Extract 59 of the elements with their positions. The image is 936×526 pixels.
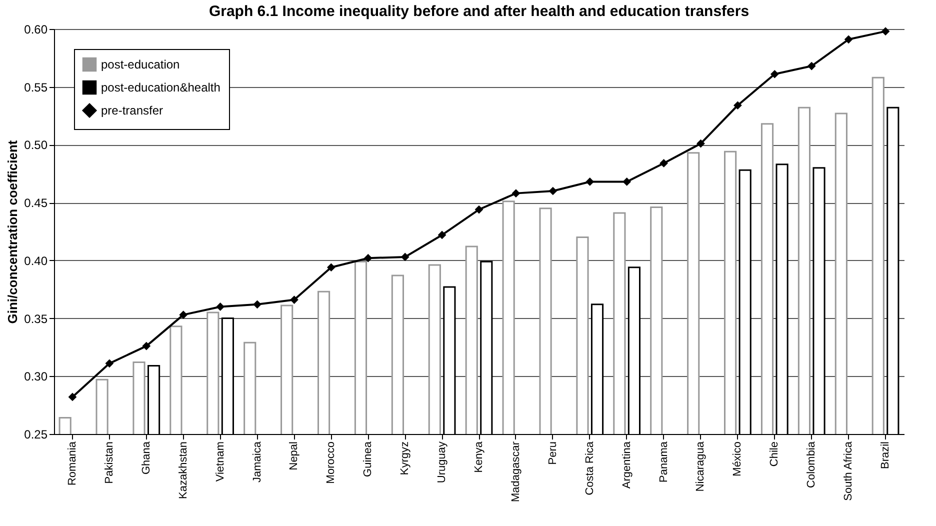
point xyxy=(696,139,705,148)
point xyxy=(105,359,114,368)
point xyxy=(400,252,410,262)
point xyxy=(512,189,520,198)
chart-title: Graph 6.1 Income inequality before and after health and education transfers xyxy=(208,3,750,20)
point xyxy=(253,300,262,309)
x-tick-label: Argentina xyxy=(620,440,633,489)
y-tick-label: 0.30 xyxy=(24,370,48,384)
point xyxy=(844,35,853,44)
y-tick-label: 0.45 xyxy=(24,196,48,210)
x-tick-label: Guinea xyxy=(362,440,374,477)
point xyxy=(770,70,779,78)
y-tick-label: 0.50 xyxy=(24,138,48,152)
x-tick-label: Colombia xyxy=(806,440,818,488)
point xyxy=(216,302,224,311)
y-tick-label: 0.35 xyxy=(24,312,48,326)
point xyxy=(622,178,632,186)
x-tick-label: Kenya xyxy=(473,440,485,473)
y-tick-label: 0.25 xyxy=(24,428,48,442)
x-tick-label: Romania xyxy=(66,440,78,486)
x-tick-label: Vietnam xyxy=(214,442,226,482)
x-tick-label: Panama xyxy=(658,440,670,482)
point xyxy=(142,342,151,350)
point xyxy=(734,101,742,110)
point xyxy=(586,178,594,186)
point xyxy=(548,186,558,196)
x-tick-label: Peru xyxy=(546,442,559,465)
point xyxy=(179,310,188,319)
legend-label: post-education&health xyxy=(101,80,220,94)
x-tick-label: Nepal xyxy=(288,442,300,470)
point xyxy=(290,296,298,304)
x-tick-label: Kyrgyz xyxy=(399,442,412,476)
x-tick-label: México xyxy=(732,442,744,476)
x-tick-label: Madagascar xyxy=(510,441,522,502)
y-tick-label: 0.40 xyxy=(24,254,48,268)
x-tick-label: Brazil xyxy=(880,442,892,470)
x-tick-label: Kazakhstan xyxy=(177,442,190,499)
point xyxy=(660,159,668,168)
legend-label: post-education xyxy=(101,58,180,72)
point xyxy=(881,27,890,36)
x-tick-label: Costa Rica xyxy=(584,440,596,496)
point xyxy=(326,263,336,272)
x-tick-label: Jamaica xyxy=(251,440,264,482)
point xyxy=(807,62,816,70)
x-tick-label: Nicaragua xyxy=(694,440,707,492)
x-tick-label: Uruguay xyxy=(436,441,448,484)
y-tick-label: 0.60 xyxy=(24,22,48,36)
point xyxy=(438,230,446,240)
point xyxy=(364,254,372,262)
point xyxy=(474,205,484,214)
x-tick-label: Morocco xyxy=(325,442,338,484)
x-tick-label: Ghana xyxy=(140,440,152,475)
y-tick-label: 0.55 xyxy=(24,80,48,94)
x-tick-label: South Africa xyxy=(842,440,855,501)
x-tick-label: Chile xyxy=(768,442,781,467)
point xyxy=(68,392,77,402)
x-tick-label: Pakistan xyxy=(103,442,116,484)
legend-label: pre-transfer xyxy=(101,104,164,118)
y-axis-title: Gini/concentration coefficient xyxy=(5,140,20,324)
